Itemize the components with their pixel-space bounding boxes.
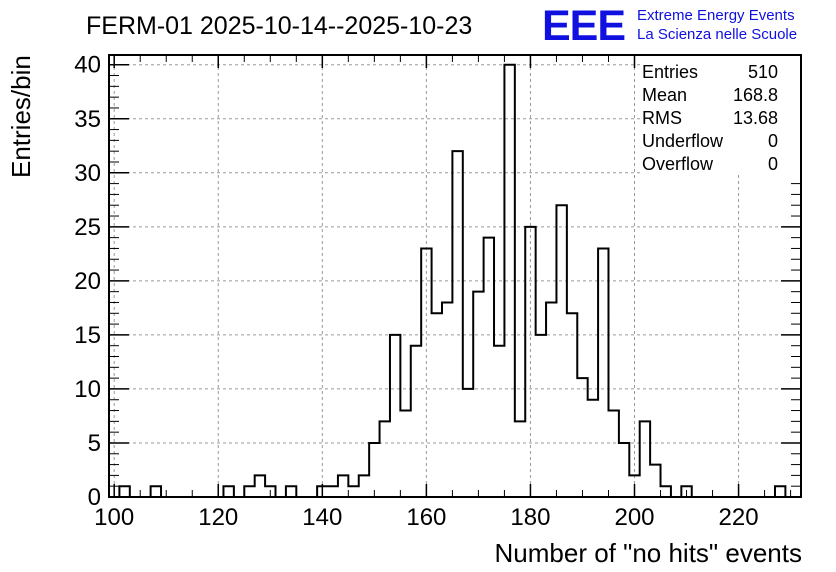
x-tick-label: 140 [302, 504, 342, 531]
histogram-bin [546, 302, 556, 497]
y-tick-label: 10 [74, 376, 101, 403]
stats-label: RMS [642, 108, 682, 128]
histogram-bin [536, 335, 546, 497]
x-tick-label: 160 [406, 504, 446, 531]
histogram-bin [380, 421, 390, 497]
y-tick-label: 35 [74, 106, 101, 133]
histogram-bin [442, 302, 452, 497]
histogram-bin [619, 443, 629, 497]
chart-title: FERM-01 2025-10-14--2025-10-23 [86, 12, 472, 40]
stats-label: Mean [642, 85, 687, 105]
histogram-bin [473, 292, 483, 497]
histogram-outline [118, 63, 787, 498]
histogram-bin [255, 475, 265, 497]
histogram-bin [681, 486, 691, 497]
x-tick-label: 120 [198, 504, 238, 531]
y-tick-label: 40 [74, 52, 101, 79]
stats-value: 0 [768, 131, 778, 151]
stats-label: Underflow [642, 131, 724, 151]
stats-value: 510 [748, 62, 778, 82]
x-axis-label: Number of "no hits" events [495, 538, 803, 568]
histogram-bin [328, 486, 338, 497]
plot-frame [108, 54, 802, 498]
y-tick-label: 20 [74, 268, 101, 295]
eee-logo: EEE Extreme Energy Events La Scienza nel… [542, 2, 797, 50]
histogram-bin [390, 335, 400, 497]
stats-label: Overflow [642, 154, 714, 174]
histogram-bin [504, 65, 514, 497]
stats-label: Entries [642, 62, 698, 82]
histogram-bin [494, 346, 504, 497]
x-tick-label: 220 [719, 504, 759, 531]
histogram-bin [421, 248, 431, 497]
stats-value: 0 [768, 154, 778, 174]
y-axis-label: Entries/bin [6, 55, 36, 178]
x-tick-label: 100 [94, 504, 134, 531]
x-tick-label: 200 [614, 504, 654, 531]
histogram-bin [452, 151, 462, 497]
histogram-bin [463, 389, 473, 497]
histogram-bin [650, 465, 660, 497]
y-tick-label: 5 [88, 430, 101, 457]
histogram-bin [588, 400, 598, 497]
histogram-bin [556, 205, 566, 497]
y-tick-label: 0 [88, 484, 101, 511]
eee-logo-line2: La Scienza nelle Scuole [637, 26, 797, 43]
eee-logo-mark: EEE [542, 2, 625, 50]
histogram-bin [244, 486, 254, 497]
eee-logo-line1: Extreme Energy Events [637, 7, 795, 24]
histogram-bin [629, 475, 639, 497]
histogram-bin [348, 486, 358, 497]
histogram-bin [338, 475, 348, 497]
histogram-bin [775, 486, 785, 497]
histogram-bin [598, 248, 608, 497]
histogram-bin [119, 486, 129, 497]
x-tick-label: 180 [510, 504, 550, 531]
stats-value: 13.68 [733, 108, 778, 128]
histogram-bin [567, 313, 577, 497]
histogram-bin [432, 313, 442, 497]
histogram-bin [223, 486, 233, 497]
histogram-bin [577, 378, 587, 497]
stats-box-background [640, 56, 800, 174]
histogram-bin [359, 475, 369, 497]
histogram-bin [525, 227, 535, 497]
histogram-bin [484, 238, 494, 497]
histogram-bin [151, 486, 161, 497]
stats-value: 168.8 [733, 85, 778, 105]
histogram-bin [515, 421, 525, 497]
histogram-bin [317, 486, 327, 497]
histogram-bin [400, 411, 410, 497]
histogram-bin [640, 421, 650, 497]
stats-box: Entries 510 Mean 168.8 RMS 13.68 Underflow 0 Ove… [640, 56, 800, 174]
y-tick-label: 15 [74, 322, 101, 349]
histogram-bin [265, 486, 275, 497]
histogram-bin [369, 443, 379, 497]
histogram-bin [286, 486, 296, 497]
histogram-bin [608, 411, 618, 497]
y-tick-label: 30 [74, 160, 101, 187]
y-tick-label: 25 [74, 214, 101, 241]
histogram-bin [661, 486, 671, 497]
histogram-bin [411, 346, 421, 497]
